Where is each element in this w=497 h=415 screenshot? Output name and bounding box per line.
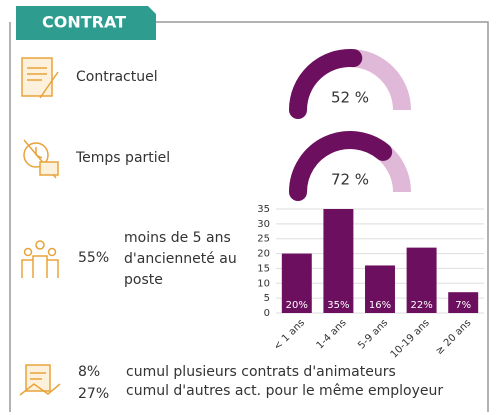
handshake-icon <box>19 364 61 396</box>
bar-value-label: 16% <box>369 300 391 311</box>
bar <box>281 253 312 313</box>
seniority-value: 55% <box>78 250 110 266</box>
x-tick-label: < 1 ans <box>272 317 307 352</box>
contract-icon <box>21 57 59 99</box>
gauge-label: Temps partiel <box>76 150 171 166</box>
gauge-value-label: 72 % <box>331 171 369 189</box>
seniority-text: moins de 5 ans d'ancienneté au poste <box>124 230 237 288</box>
gauge-value <box>289 49 363 119</box>
bar <box>448 292 479 313</box>
header-title: CONTRAT <box>42 13 126 32</box>
y-tick-label: 0 <box>264 308 270 319</box>
bar-value-label: 20% <box>286 300 308 311</box>
cumul-text: cumul d'autres act. pour le même employe… <box>126 383 444 399</box>
bar <box>323 209 354 313</box>
gauge-value <box>289 131 393 201</box>
time-icon <box>23 139 59 179</box>
cumul-value: 27% <box>78 386 110 402</box>
frame <box>150 21 489 412</box>
x-tick-label: 5-9 ans <box>356 317 390 351</box>
y-tick-label: 10 <box>257 278 270 289</box>
y-tick-label: 30 <box>257 219 270 230</box>
bar-value-label: 22% <box>410 300 432 311</box>
x-tick-label: 1-4 ans <box>315 317 349 351</box>
bar <box>365 265 395 313</box>
y-tick-label: 25 <box>257 234 270 245</box>
y-tick-label: 20 <box>257 249 270 260</box>
y-tick-label: 15 <box>257 263 270 274</box>
gauge-label: Contractuel <box>76 69 158 85</box>
bar <box>406 247 437 313</box>
people-icon <box>21 240 59 278</box>
cumul-text: cumul plusieurs contrats d'animateurs <box>126 364 396 380</box>
cumul-value: 8% <box>78 364 101 380</box>
y-tick-label: 35 <box>257 204 270 215</box>
x-tick-label: ≥ 20 ans <box>434 317 474 357</box>
gauge-value-label: 52 % <box>331 89 369 107</box>
header-tab <box>16 6 156 40</box>
bar-value-label: 7% <box>455 300 471 311</box>
x-tick-label: 10-19 ans <box>389 317 432 360</box>
bar-value-label: 35% <box>327 300 349 311</box>
y-tick-label: 5 <box>264 293 270 304</box>
